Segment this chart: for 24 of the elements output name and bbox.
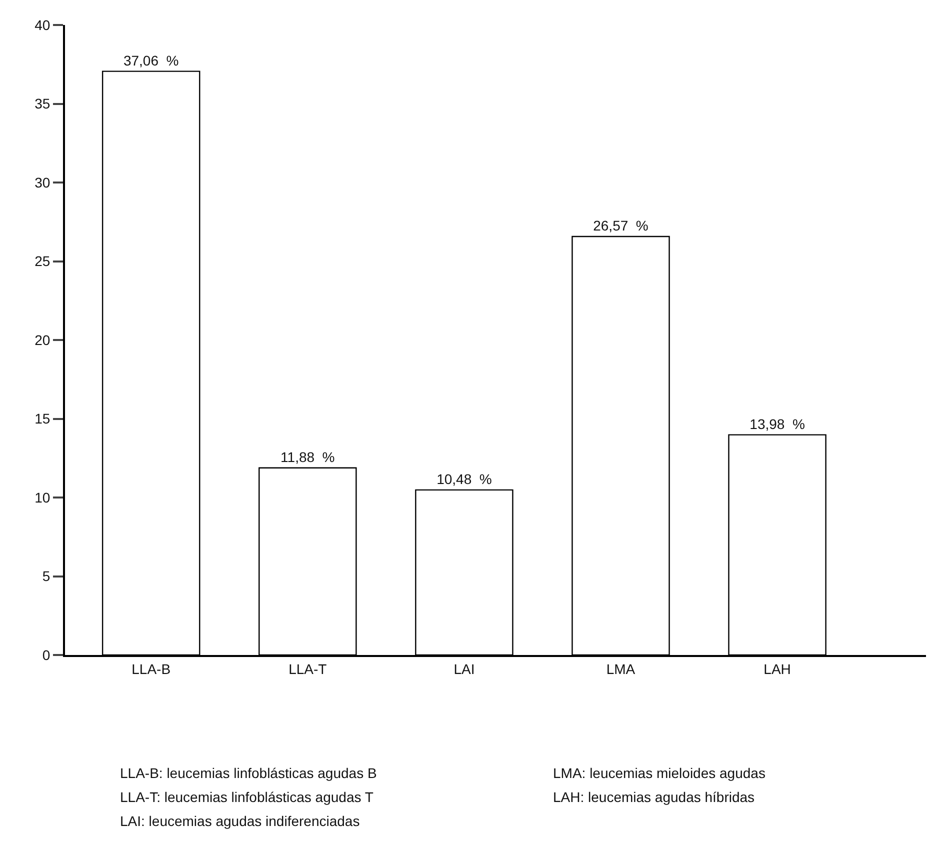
x-tick-label: LAH [764, 660, 791, 677]
x-tick-label: LMA [606, 660, 636, 677]
y-tick-label: 20 [34, 332, 50, 348]
data-label: 26,57 % [593, 218, 648, 234]
text: LAH: leucemias agudas híbridas [553, 789, 755, 805]
data-label: 10,48 % [436, 470, 492, 487]
text: LLA-T: leucemias linfoblásticas agudas T [120, 789, 374, 805]
x-tick-label: LLA-B [132, 660, 171, 677]
y-tick-label: 25 [34, 253, 50, 270]
y-tick-label: 10 [34, 489, 50, 506]
text: LLA-B: leucemias linfoblásticas agudas B [120, 765, 377, 781]
data-label: 11,88 % [280, 448, 335, 465]
y-tick-label: 15 [34, 410, 50, 427]
data-label: 37,06 % [123, 52, 179, 68]
y-tick-label: 40 [34, 16, 50, 33]
data-label: 13,98 % [750, 416, 805, 432]
y-tick-label: 0 [42, 646, 50, 663]
y-tick-label: 35 [34, 96, 50, 112]
text: LAI: leucemias agudas indiferenciadas [120, 813, 360, 829]
y-tick-label: 30 [34, 174, 50, 190]
x-tick-label: LLA-T [288, 660, 328, 677]
text: LMA: leucemias mieloides agudas [553, 765, 766, 781]
x-tick-label: LAI [454, 660, 475, 677]
y-tick-label: 5 [42, 568, 50, 584]
